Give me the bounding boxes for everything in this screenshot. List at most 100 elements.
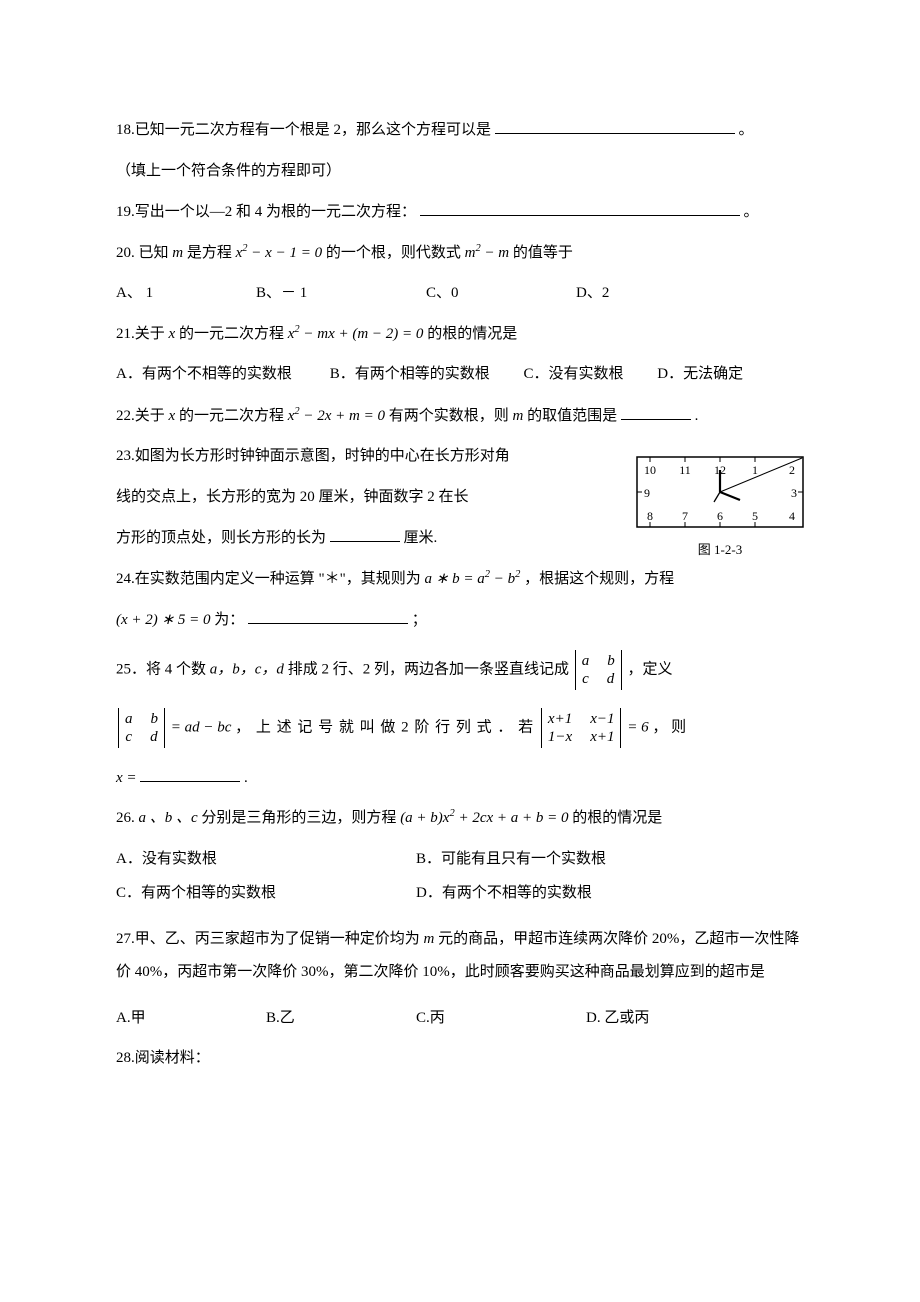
q19-text-b: 。 — [744, 204, 759, 220]
q27-optC: C.丙 — [416, 1007, 586, 1030]
q26-c: 的根的情况是 — [572, 810, 662, 826]
q22-d: 的取值范围是 — [527, 408, 617, 424]
q20-options: A、 1 B、－ 1 C、0 D、2 — [116, 282, 804, 305]
q21-a: 21.关于 — [116, 326, 165, 342]
q26-optB: B．可能有且只有一个实数根 — [416, 848, 606, 871]
q26-opts-row2: C．有两个相等的实数根 D．有两个不相等的实数根 — [116, 882, 804, 905]
q21-options: A．有两个不相等的实数根 B．有两个相等的实数根 C．没有实数根 D．无法确定 — [116, 363, 804, 386]
q23-l3: 方形的顶点处，则长方形的长为 厘米. — [116, 526, 604, 550]
q25-tail: . — [244, 770, 248, 786]
q28-stem: 28.阅读材料： — [116, 1047, 804, 1070]
q20-stem: 20. 已知 m 是方程 x2 − x − 1 = 0 的一个根，则代数式 m2… — [116, 242, 804, 265]
q22-tail: . — [695, 408, 699, 424]
svg-text:11: 11 — [679, 463, 691, 477]
q18-line1: 18.已知一元二次方程有一个根是 2，那么这个方程可以是 。 — [116, 118, 804, 142]
q21-eq: x2 − mx + (m − 2) = 0 — [288, 326, 427, 342]
q26-optD: D．有两个不相等的实数根 — [416, 882, 592, 905]
q25-l1: 25．将 4 个数 a，b，c，d 排成 2 行、2 列，两边各加一条竖直线记成… — [116, 650, 804, 690]
q23-l3b: 厘米. — [404, 530, 438, 546]
svg-text:1: 1 — [752, 463, 758, 477]
q25-det2: x+1x−1 1−xx+1 — [541, 708, 622, 748]
q19-text-a: 19.写出一个以—2 和 4 为根的一元二次方程： — [116, 204, 416, 220]
clock-svg: 10 11 12 1 2 9 3 8 7 6 5 4 — [636, 456, 804, 528]
q26-optC: C．有两个相等的实数根 — [116, 882, 416, 905]
q26-abc: a 、b 、c — [139, 810, 198, 826]
svg-text:5: 5 — [752, 509, 758, 523]
q23-l1: 23.如图为长方形时钟钟面示意图，时钟的中心在长方形对角 — [116, 445, 604, 468]
q20-m: m — [172, 245, 183, 261]
clock-figure: 10 11 12 1 2 9 3 8 7 6 5 4 — [636, 456, 804, 559]
q25-abcd: a，b，c，d — [210, 661, 284, 677]
q27-a: 27.甲、乙、丙三家超市为了促销一种定价均为 — [116, 931, 420, 947]
svg-text:7: 7 — [682, 509, 688, 523]
q18-blank — [495, 118, 735, 134]
q22-stem: 22.关于 x 的一元二次方程 x2 − 2x + m = 0 有两个实数根，则… — [116, 404, 804, 428]
q21-c: 的根的情况是 — [427, 326, 517, 342]
q18-text-b: 。 — [739, 122, 754, 138]
q21-optC: C．没有实数根 — [524, 363, 654, 386]
svg-text:4: 4 — [789, 509, 795, 523]
q20-d: 的值等于 — [513, 245, 573, 261]
q21-optA: A．有两个不相等的实数根 — [116, 363, 326, 386]
svg-text:8: 8 — [647, 509, 653, 523]
q27-options: A.甲 B.乙 C.丙 D. 乙或丙 — [116, 1007, 804, 1030]
q25-def: = ad − bc — [171, 719, 232, 735]
q26-eq: (a + b)x2 + 2cx + a + b = 0 — [400, 810, 568, 826]
clock-caption: 图 1-2-3 — [636, 540, 804, 560]
q20-b: 是方程 — [187, 245, 232, 261]
q27-m: m — [424, 931, 435, 947]
svg-text:3: 3 — [791, 486, 797, 500]
q24-rule: a ∗ b = a2 − b2 — [425, 571, 521, 587]
q21-b: 的一元二次方程 — [179, 326, 284, 342]
q25-c: ，定义 — [627, 661, 672, 677]
q27-optD: D. 乙或丙 — [586, 1007, 706, 1030]
q25-l2: ab cd = ad − bc ， 上 述 记 号 就 叫 做 2 阶 行 列 … — [116, 708, 804, 748]
q20-c: 的一个根，则代数式 — [326, 245, 461, 261]
q27-optB: B.乙 — [266, 1007, 416, 1030]
q25-det1: ab cd — [575, 650, 622, 690]
q26-a: 26. — [116, 810, 139, 826]
q24-b: ，根据这个规则，方程 — [524, 571, 674, 587]
q25-e: ， 则 — [652, 719, 686, 735]
q26-b: 分别是三角形的三边，则方程 — [201, 810, 396, 826]
q27-optA: A.甲 — [116, 1007, 266, 1030]
q25-xeq: x = — [116, 770, 140, 786]
q23-l2: 线的交点上，长方形的宽为 20 厘米，钟面数字 2 在长 — [116, 486, 604, 509]
q26-optA: A．没有实数根 — [116, 848, 416, 871]
q25-d: ， 上 述 记 号 就 叫 做 2 阶 行 列 式 ． 若 — [235, 719, 539, 735]
q26-stem: 26. a 、b 、c 分别是三角形的三边，则方程 (a + b)x2 + 2c… — [116, 807, 804, 830]
q20-optD: D、2 — [576, 282, 696, 305]
q20-a: 20. 已知 — [116, 245, 169, 261]
q24-a: 24.在实数范围内定义一种运算 "＊"，其规则为 — [116, 571, 421, 587]
q23-l3a: 方形的顶点处，则长方形的长为 — [116, 530, 326, 546]
q25-b: 排成 2 行、2 列，两边各加一条竖直线记成 — [288, 661, 569, 677]
q25-a: 25．将 4 个数 — [116, 661, 206, 677]
q18-hint: （填上一个符合条件的方程即可） — [116, 160, 804, 183]
q24-l2: (x + 2) ∗ 5 = 0 为： ； — [116, 608, 804, 632]
q19-blank — [420, 200, 740, 216]
q21-optD: D．无法确定 — [657, 363, 743, 386]
q26-opts-row1: A．没有实数根 B．可能有且只有一个实数根 — [116, 848, 804, 871]
q20-expr: m2 − m — [465, 245, 513, 261]
q20-eq: x2 − x − 1 = 0 — [236, 245, 326, 261]
q25-blank — [140, 766, 240, 782]
q19-line: 19.写出一个以—2 和 4 为根的一元二次方程： 。 — [116, 200, 804, 224]
svg-text:9: 9 — [644, 486, 650, 500]
q22-a: 22.关于 — [116, 408, 165, 424]
q22-blank — [621, 404, 691, 420]
q27-stem: 27.甲、乙、丙三家超市为了促销一种定价均为 m 元的商品，甲超市连续两次降价 … — [116, 923, 804, 989]
q22-m: m — [513, 408, 524, 424]
page: 18.已知一元二次方程有一个根是 2，那么这个方程可以是 。 （填上一个符合条件… — [0, 0, 920, 1302]
q20-optC: C、0 — [426, 282, 576, 305]
q24-l1: 24.在实数范围内定义一种运算 "＊"，其规则为 a ∗ b = a2 − b2… — [116, 568, 804, 591]
q21-stem: 21.关于 x 的一元二次方程 x2 − mx + (m − 2) = 0 的根… — [116, 323, 804, 346]
q24-tail: ； — [412, 612, 427, 628]
q20-optA: A、 1 — [116, 282, 256, 305]
svg-text:6: 6 — [717, 509, 723, 523]
q23-blank — [330, 526, 400, 542]
q22-c: 有两个实数根，则 — [389, 408, 509, 424]
q21-x: x — [169, 326, 176, 342]
q22-eq: x2 − 2x + m = 0 — [288, 408, 389, 424]
q24-c: 为： — [214, 612, 244, 628]
q21-optB: B．有两个相等的实数根 — [330, 363, 520, 386]
